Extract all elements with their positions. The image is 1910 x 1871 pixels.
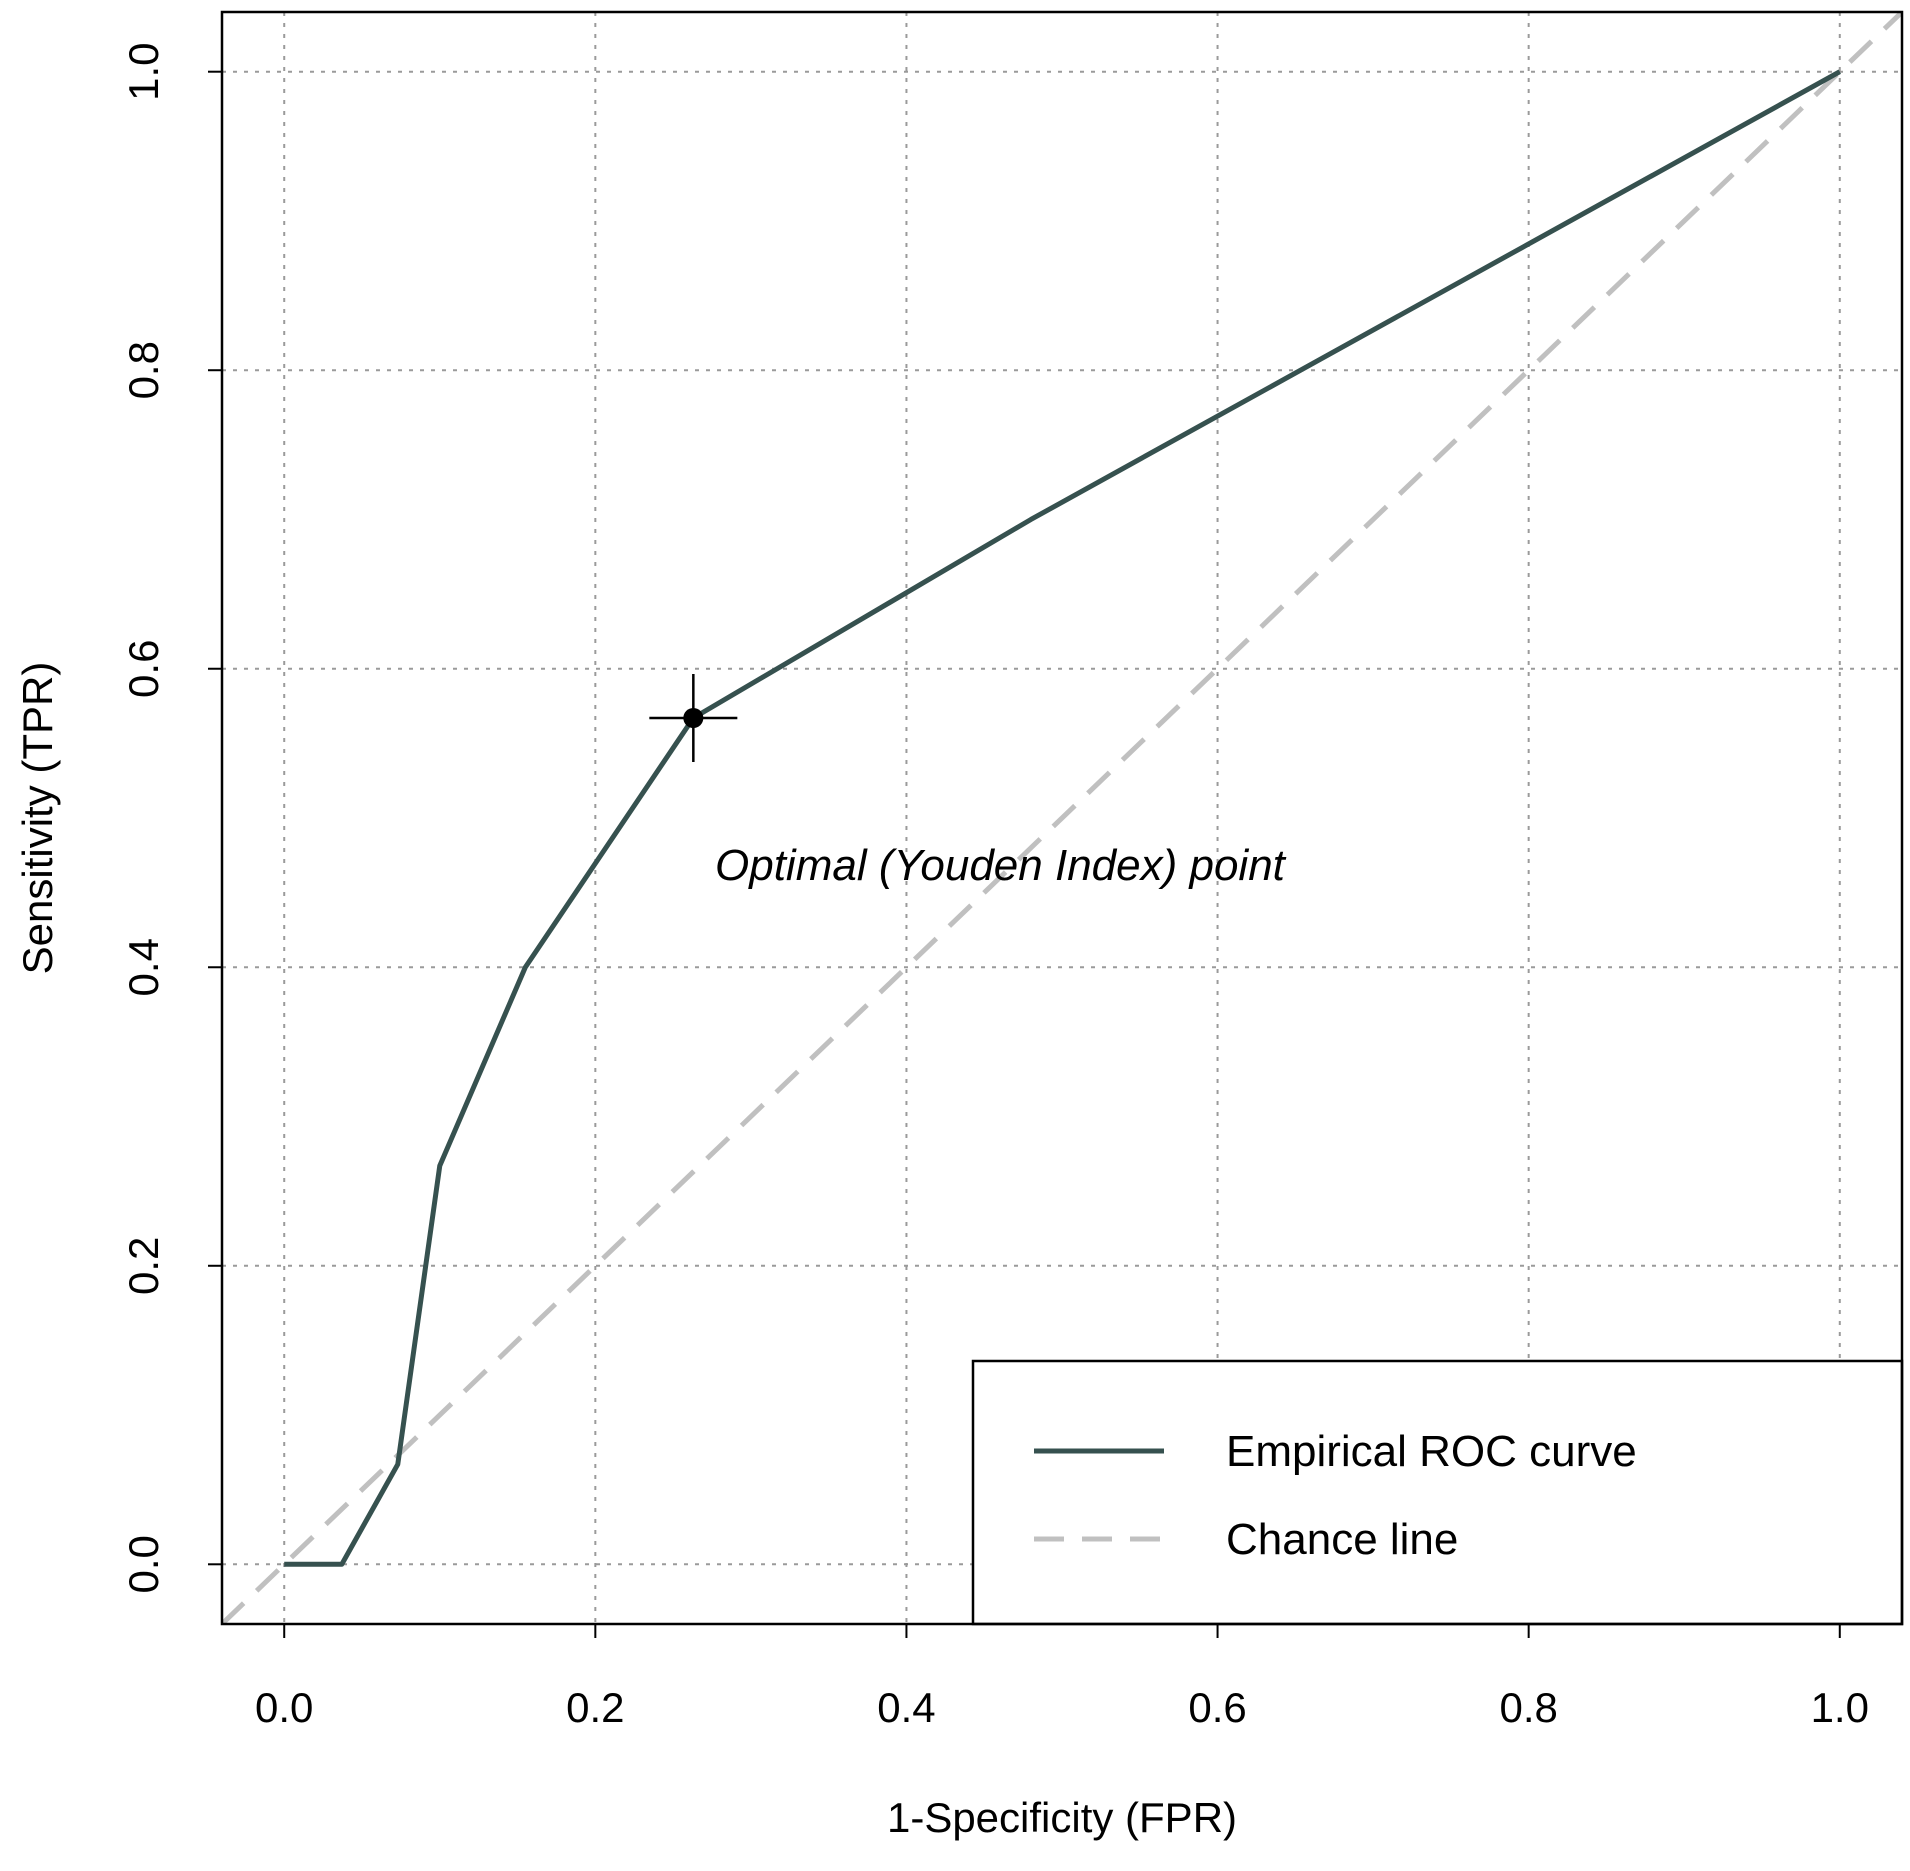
x-tick-label: 0.8 [1499, 1684, 1557, 1731]
y-tick-label: 0.2 [120, 1237, 167, 1295]
x-tick-label: 0.0 [255, 1684, 313, 1731]
y-tick-label: 0.8 [120, 341, 167, 399]
x-tick-label: 0.2 [566, 1684, 624, 1731]
optimal-point-marker [683, 707, 704, 728]
roc-curve-layer [284, 69, 1841, 1567]
legend-label: Empirical ROC curve [1226, 1427, 1637, 1476]
chance-line [222, 12, 1902, 1624]
x-tick-label: 0.4 [877, 1684, 935, 1731]
legend: Empirical ROC curve Chance line [971, 1359, 1904, 1626]
optimal-point-layer [649, 673, 738, 762]
y-tick-label: 0.6 [120, 640, 167, 698]
x-axis-title: 1-Specificity (FPR) [887, 1794, 1237, 1841]
chance-line-layer [222, 12, 1902, 1624]
y-axis-title: Sensitivity (TPR) [14, 662, 61, 975]
x-axis: 0.0 0.2 0.4 0.6 0.8 1.0 [255, 1624, 1869, 1731]
x-tick-label: 1.0 [1811, 1684, 1869, 1731]
roc-curve-line [284, 69, 1841, 1567]
legend-box [971, 1359, 1904, 1626]
y-axis: 0.0 0.2 0.4 0.6 0.8 1.0 [120, 43, 222, 1593]
annotation-optimal-point: Optimal (Youden Index) point [715, 841, 1287, 890]
plot-frame [220, 10, 1904, 1626]
y-tick-label: 0.0 [120, 1535, 167, 1593]
y-tick-label: 0.4 [120, 938, 167, 996]
y-tick-label: 1.0 [120, 43, 167, 101]
x-tick-label: 0.6 [1188, 1684, 1246, 1731]
legend-label: Chance line [1226, 1515, 1458, 1564]
